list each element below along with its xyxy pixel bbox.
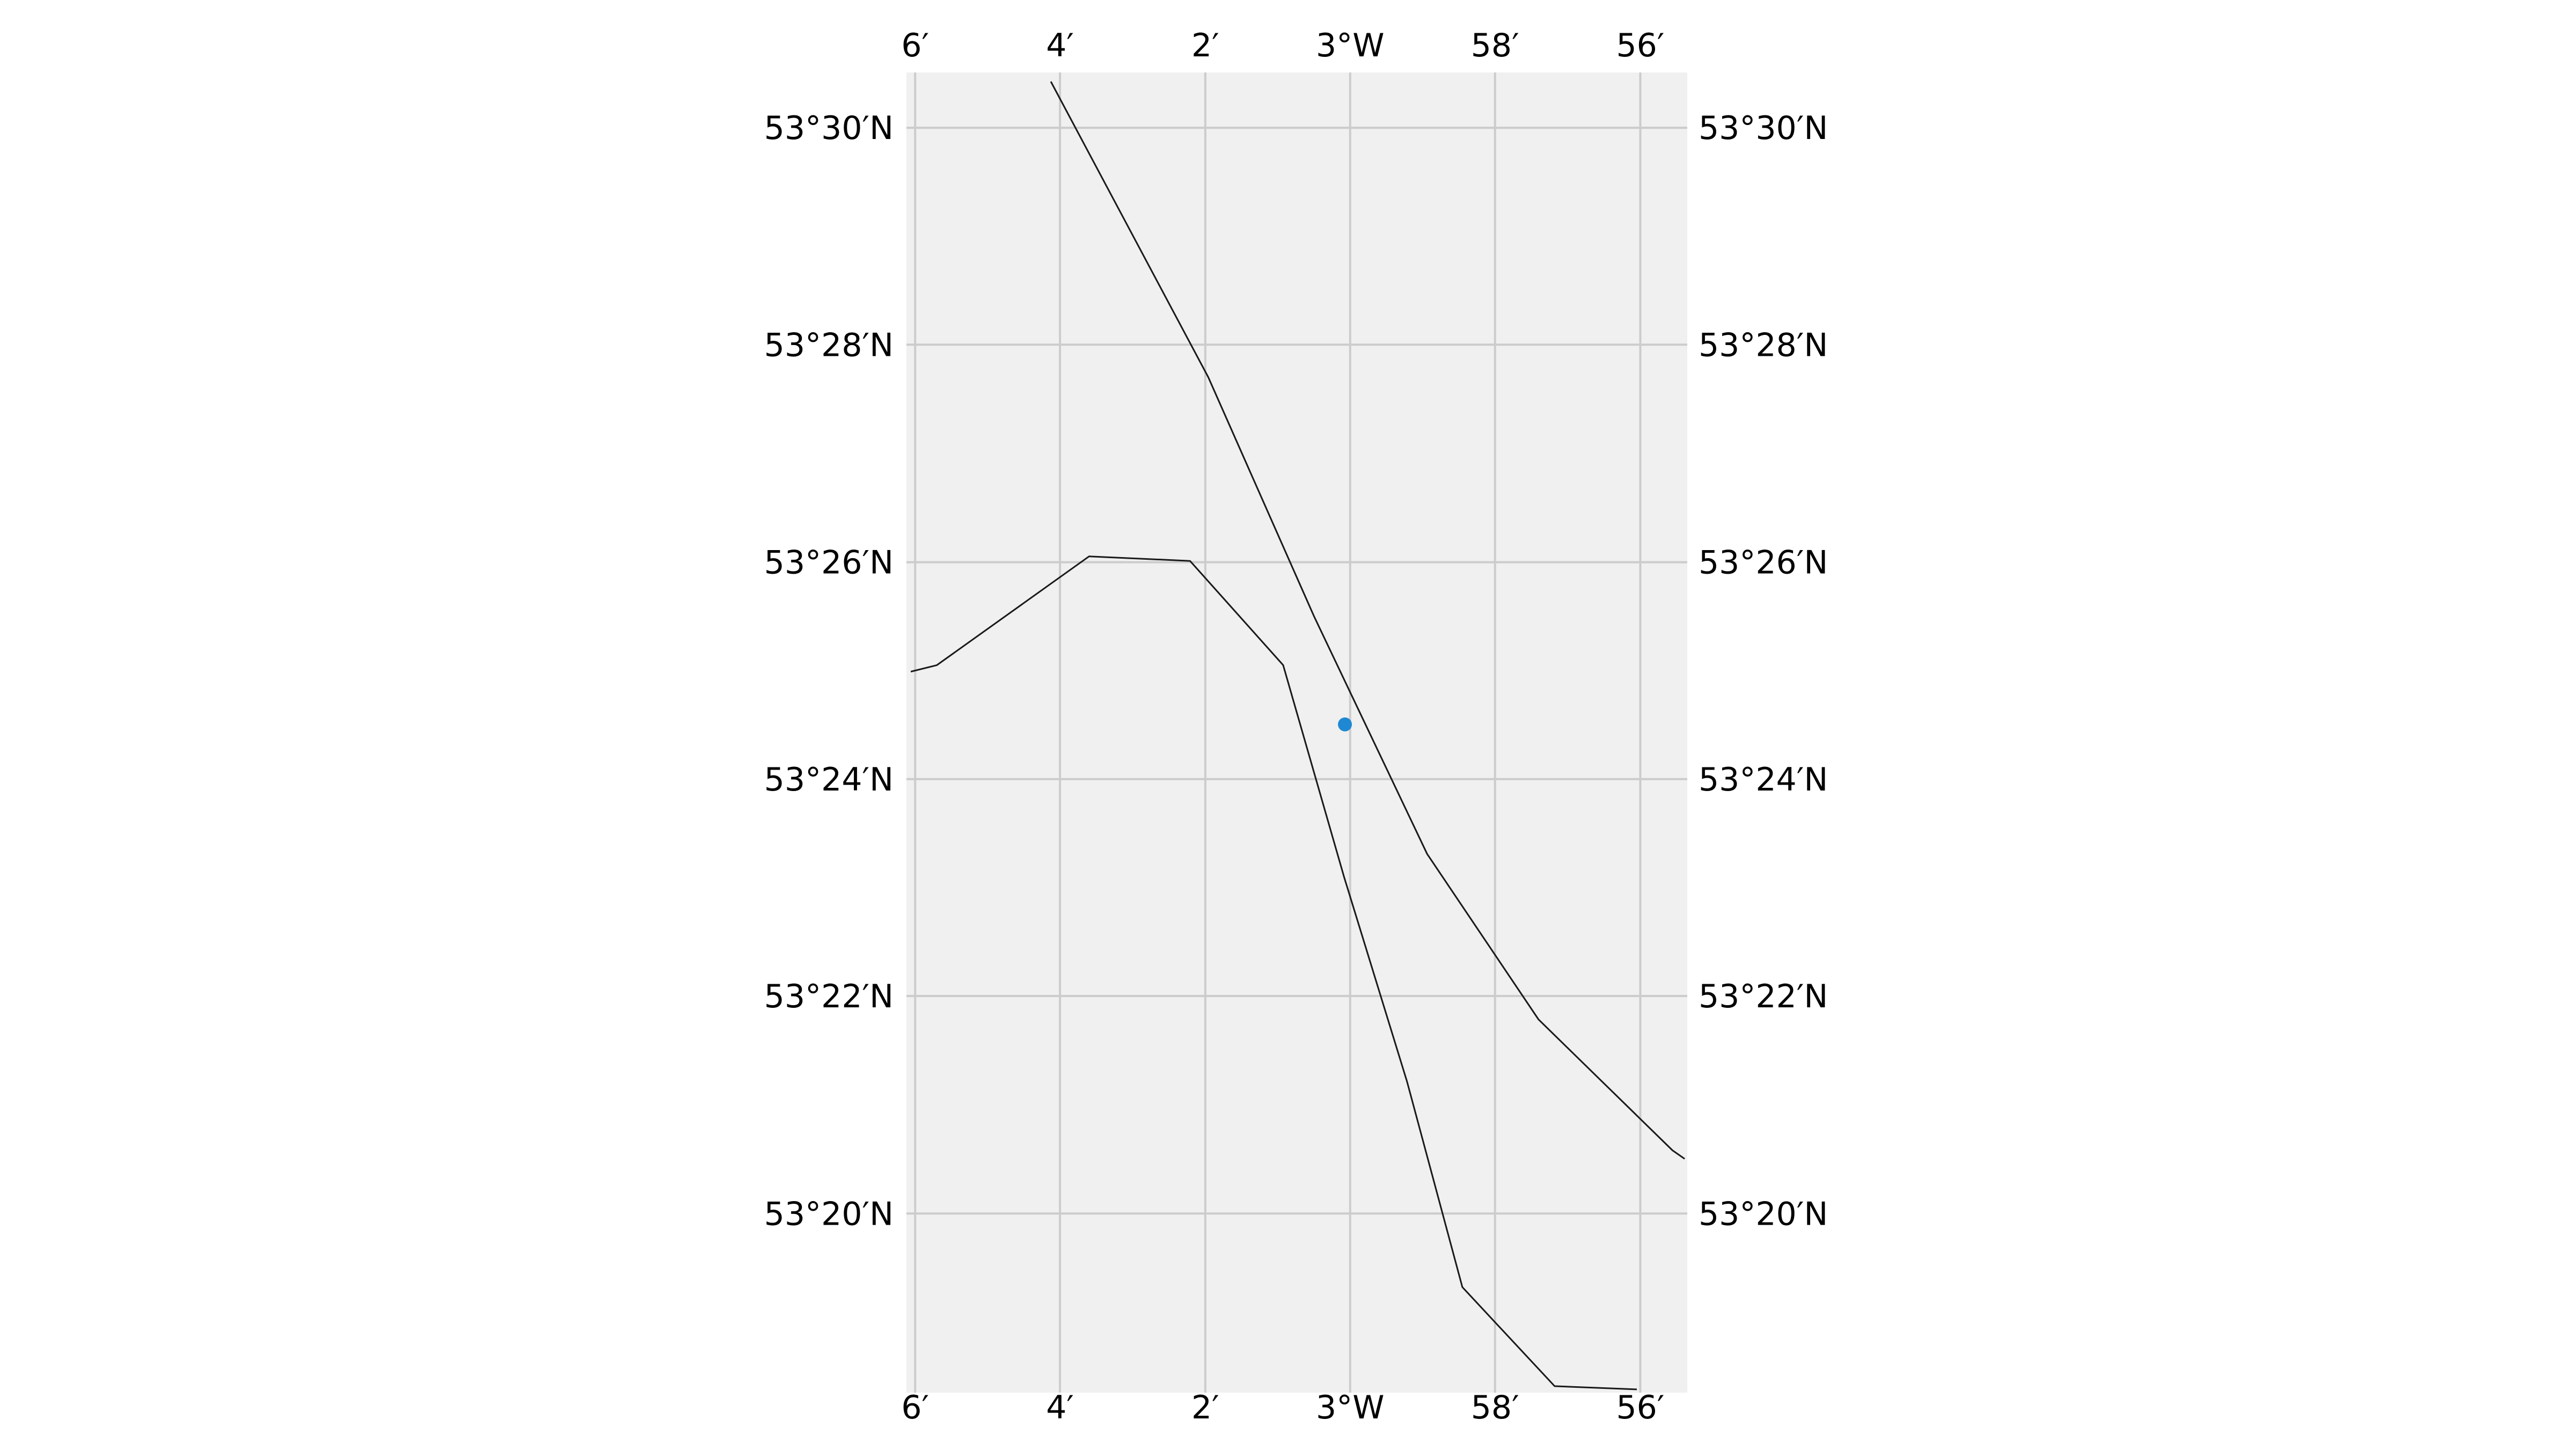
lon-label-top: 4′	[1046, 27, 1074, 64]
lon-label-top: 3°W	[1316, 27, 1385, 64]
lat-label-left: 53°28′N	[764, 326, 894, 364]
lat-label-right: 53°30′N	[1699, 109, 1828, 147]
lon-label-bottom: 2′	[1191, 1389, 1219, 1426]
lat-label-left: 53°30′N	[764, 109, 894, 147]
lat-label-left: 53°26′N	[764, 544, 894, 582]
graticule-labels: 6′ 6′ 4′ 4′ 2′ 2′ 3°W 3°W 58′ 58′ 56′ 56′ 53°30′N 53°…	[764, 27, 1828, 1426]
lat-label-right: 53°26′N	[1699, 544, 1828, 582]
lat-label-left: 53°22′N	[764, 978, 894, 1015]
map-markers	[1338, 717, 1352, 731]
map-line-a	[1050, 81, 1685, 1160]
map-background	[906, 72, 1687, 1393]
location-marker[interactable]	[1338, 717, 1352, 731]
lat-label-right: 53°20′N	[1699, 1195, 1828, 1233]
map-line-b	[910, 555, 1637, 1391]
lon-label-bottom: 56′	[1616, 1389, 1664, 1426]
lon-label-bottom: 4′	[1046, 1389, 1074, 1426]
lat-label-right: 53°28′N	[1699, 326, 1828, 364]
map-lines	[910, 81, 1685, 1391]
lon-label-bottom: 6′	[901, 1389, 929, 1426]
lat-label-right: 53°24′N	[1699, 761, 1828, 799]
lon-label-top: 6′	[901, 27, 929, 64]
lon-label-top: 56′	[1616, 27, 1664, 64]
lat-label-left: 53°20′N	[764, 1195, 894, 1233]
lon-label-top: 58′	[1471, 27, 1519, 64]
lon-label-top: 2′	[1191, 27, 1219, 64]
lat-label-left: 53°24′N	[764, 761, 894, 799]
lon-label-bottom: 58′	[1471, 1389, 1519, 1426]
lon-label-bottom: 3°W	[1316, 1389, 1385, 1426]
lat-label-right: 53°22′N	[1699, 978, 1828, 1015]
graticule	[906, 72, 1687, 1393]
